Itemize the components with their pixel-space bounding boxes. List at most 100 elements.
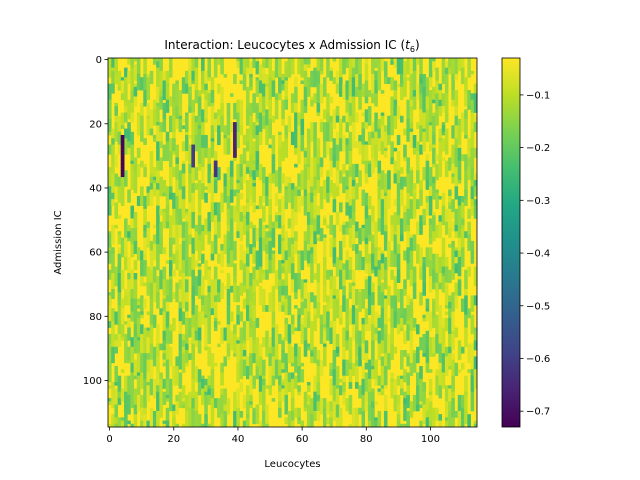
heatmap-cell — [201, 279, 205, 283]
heatmap-cell — [111, 157, 115, 162]
heatmap-cell — [191, 106, 195, 110]
heatmap-cell — [258, 173, 263, 178]
heatmap-cell — [210, 183, 215, 187]
heatmap-cell — [265, 305, 269, 309]
heatmap-cell — [239, 247, 244, 251]
heatmap-cell — [249, 154, 253, 158]
heatmap-cell — [178, 394, 183, 399]
heatmap-cell — [162, 340, 167, 344]
heatmap-cell — [268, 378, 272, 383]
heatmap-cell — [108, 301, 112, 306]
heatmap-cell — [313, 401, 317, 405]
heatmap-cell — [268, 192, 272, 197]
heatmap-cell — [175, 99, 179, 104]
heatmap-cell — [181, 118, 186, 123]
heatmap-cell — [140, 109, 144, 113]
heatmap-cell — [140, 366, 144, 370]
heatmap-cell — [306, 240, 311, 245]
heatmap-cell — [210, 118, 215, 123]
heatmap-cell — [149, 343, 154, 348]
heatmap-cells — [108, 58, 478, 428]
heatmap-cell — [297, 317, 301, 322]
heatmap-cell — [175, 112, 179, 117]
heatmap-cell — [172, 317, 176, 322]
heatmap-cell — [255, 317, 260, 322]
heatmap-cell — [278, 414, 282, 418]
heatmap-cell — [162, 394, 167, 399]
heatmap-cell — [236, 295, 240, 299]
heatmap-cell — [306, 244, 311, 248]
heatmap-cell — [111, 260, 115, 264]
heatmap-cell — [236, 394, 240, 399]
heatmap-cell — [239, 154, 244, 158]
heatmap-cell — [201, 314, 205, 319]
heatmap-cell — [117, 333, 122, 338]
heatmap-cell — [303, 160, 308, 165]
heatmap-cell — [191, 61, 195, 65]
heatmap-cell — [156, 346, 160, 351]
heatmap-cell — [149, 167, 154, 171]
heatmap-cell — [127, 109, 131, 113]
heatmap-cell — [197, 96, 202, 101]
heatmap-cell — [111, 64, 115, 68]
heatmap-cell — [143, 250, 147, 255]
heatmap-cell — [201, 228, 205, 232]
heatmap-cell — [255, 70, 260, 75]
heatmap-cell — [290, 106, 295, 110]
heatmap-cell — [245, 394, 250, 399]
heatmap-cell — [217, 218, 221, 222]
heatmap-cell — [223, 234, 228, 239]
heatmap-cell — [252, 64, 256, 68]
heatmap-cell — [175, 173, 179, 178]
heatmap-cell — [217, 115, 221, 120]
heatmap-cell — [204, 144, 208, 149]
heatmap-cell — [265, 272, 269, 277]
heatmap-cell — [249, 250, 253, 255]
heatmap-cell — [152, 176, 157, 181]
heatmap-cell — [316, 301, 321, 306]
heatmap-cell — [255, 279, 260, 283]
heatmap-cell — [245, 199, 250, 203]
heatmap-cell — [204, 391, 208, 396]
heatmap-cell — [239, 366, 244, 370]
heatmap-cell — [204, 398, 208, 402]
heatmap-cell — [249, 356, 253, 360]
heatmap-cell — [181, 189, 186, 194]
heatmap-cell — [316, 272, 321, 277]
heatmap-cell — [165, 378, 170, 383]
heatmap-cell — [245, 282, 250, 287]
heatmap-cell — [162, 179, 167, 184]
heatmap-cell — [284, 253, 289, 258]
heatmap-cell — [108, 125, 112, 129]
heatmap-cell — [168, 221, 173, 226]
heatmap-cell — [156, 109, 160, 113]
heatmap-cell — [210, 285, 215, 290]
heatmap-cell — [262, 192, 266, 197]
heatmap-cell — [249, 305, 253, 309]
heatmap-cell — [201, 240, 205, 245]
heatmap-cell — [271, 250, 276, 255]
heatmap-cell — [306, 189, 311, 194]
heatmap-cell — [284, 298, 289, 303]
heatmap-cell — [165, 375, 170, 380]
heatmap-cell — [175, 285, 179, 290]
heatmap-cell — [124, 179, 128, 184]
heatmap-cell — [274, 115, 279, 120]
heatmap-cell — [316, 234, 321, 239]
heatmap-cell — [143, 61, 147, 65]
heatmap-cell — [114, 195, 118, 200]
heatmap-cell — [143, 282, 147, 287]
heatmap-cell — [111, 321, 115, 325]
heatmap-cell — [188, 340, 192, 344]
heatmap-cell — [265, 128, 269, 133]
heatmap-cell — [258, 170, 263, 174]
heatmap-cell — [188, 80, 192, 85]
heatmap-cell — [252, 240, 256, 245]
heatmap-cell — [262, 308, 266, 312]
heatmap-cell — [165, 224, 170, 229]
heatmap-cell — [233, 410, 237, 415]
heatmap-cell — [249, 317, 253, 322]
heatmap-cell — [159, 99, 163, 104]
heatmap-cell — [207, 321, 212, 325]
heatmap-cell — [146, 234, 151, 239]
